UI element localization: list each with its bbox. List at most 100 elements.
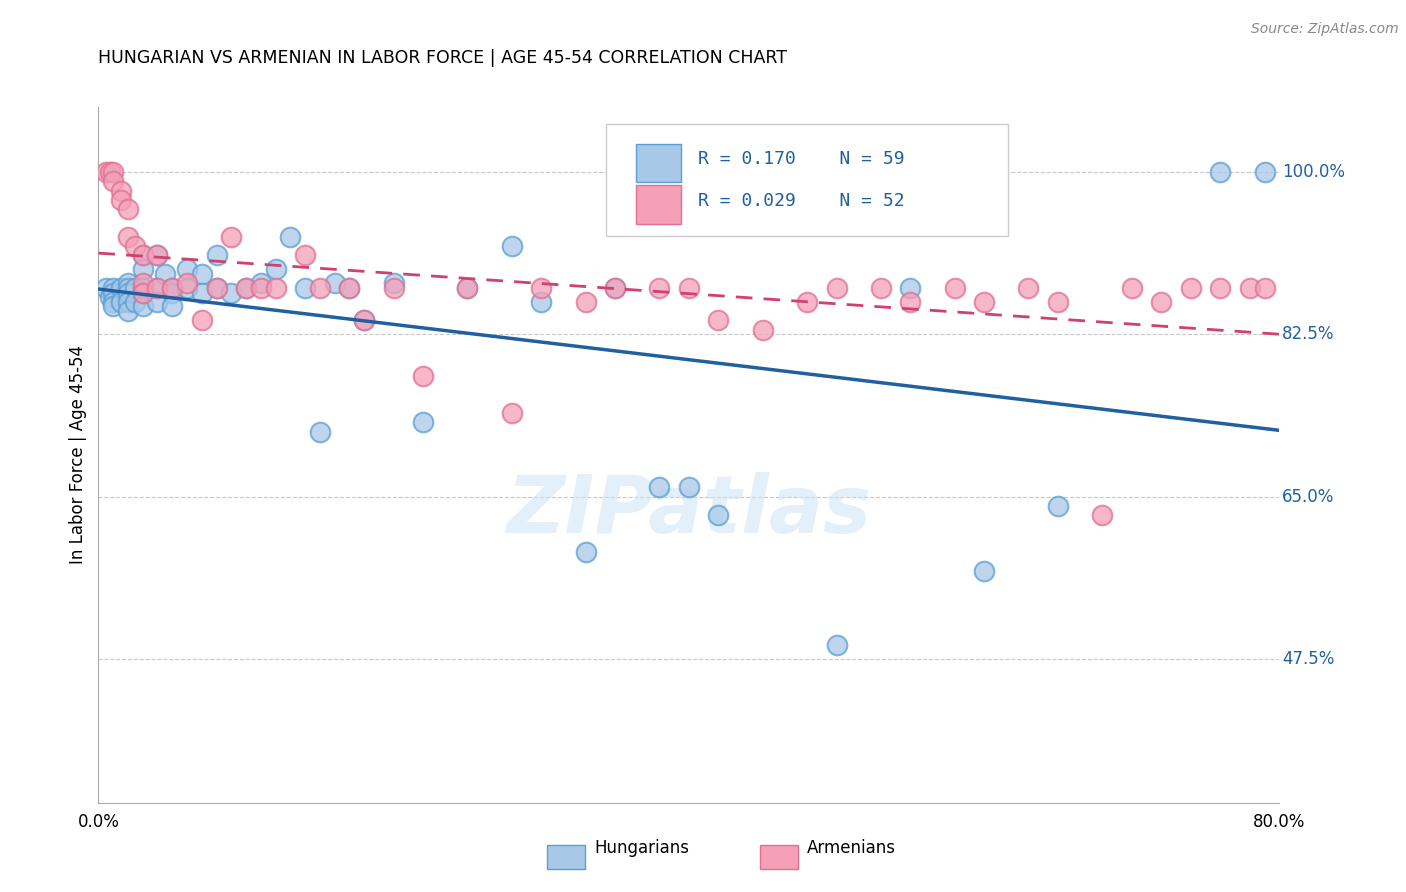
Point xyxy=(94,281,117,295)
Point xyxy=(176,262,198,277)
Point xyxy=(153,267,176,281)
Point xyxy=(530,281,553,295)
Point xyxy=(707,508,730,523)
Point xyxy=(973,564,995,578)
Point xyxy=(1254,165,1277,179)
Point xyxy=(132,285,155,300)
Point xyxy=(235,281,257,295)
Text: 47.5%: 47.5% xyxy=(1282,650,1334,668)
Point xyxy=(707,313,730,327)
Point xyxy=(1017,281,1039,295)
Point xyxy=(132,262,155,277)
Point xyxy=(117,277,139,291)
Point xyxy=(132,300,155,314)
Point xyxy=(412,416,434,430)
Point xyxy=(103,300,125,314)
Point xyxy=(294,281,316,295)
Point xyxy=(648,281,671,295)
Point xyxy=(1046,499,1069,513)
Point xyxy=(103,294,125,309)
Point xyxy=(1209,165,1232,179)
Point xyxy=(973,294,995,309)
Point xyxy=(124,294,146,309)
Point xyxy=(1180,281,1202,295)
Point xyxy=(117,285,139,300)
Text: R = 0.170    N = 59: R = 0.170 N = 59 xyxy=(699,150,905,169)
Point xyxy=(456,281,478,295)
Point xyxy=(1209,281,1232,295)
Y-axis label: In Labor Force | Age 45-54: In Labor Force | Age 45-54 xyxy=(69,345,87,565)
Point xyxy=(117,202,139,216)
Point xyxy=(146,294,169,309)
Point xyxy=(456,281,478,295)
Point xyxy=(605,281,627,295)
Point xyxy=(235,281,257,295)
Point xyxy=(323,277,346,291)
Text: ZIPatlas: ZIPatlas xyxy=(506,472,872,549)
Point xyxy=(751,323,773,337)
Point xyxy=(250,277,273,291)
Point xyxy=(146,248,169,262)
Point xyxy=(146,281,169,295)
Point xyxy=(98,165,121,179)
Point xyxy=(501,239,523,253)
Point xyxy=(205,248,228,262)
Point xyxy=(382,281,405,295)
Point xyxy=(869,281,891,295)
Point xyxy=(678,281,700,295)
Point xyxy=(176,281,198,295)
Point xyxy=(250,281,273,295)
Point xyxy=(110,281,132,295)
Point xyxy=(1121,281,1143,295)
Point xyxy=(176,277,198,291)
Point xyxy=(1254,281,1277,295)
Point xyxy=(110,294,132,309)
Point xyxy=(146,281,169,295)
Point xyxy=(146,248,169,262)
Text: 65.0%: 65.0% xyxy=(1282,488,1334,506)
Point xyxy=(132,248,155,262)
Point xyxy=(162,281,183,295)
Point xyxy=(574,545,596,559)
Bar xyxy=(636,186,681,224)
Point xyxy=(1046,294,1069,309)
Point xyxy=(574,294,596,309)
Point xyxy=(278,230,302,244)
Point xyxy=(132,277,155,291)
Point xyxy=(353,313,375,327)
Text: Armenians: Armenians xyxy=(807,839,896,857)
Point xyxy=(132,285,155,300)
Point xyxy=(98,290,121,304)
Point xyxy=(117,230,139,244)
Point xyxy=(124,281,146,295)
Point xyxy=(103,174,125,188)
Point xyxy=(103,281,125,295)
Point xyxy=(219,285,242,300)
Point xyxy=(796,294,818,309)
Point xyxy=(1091,508,1114,523)
Point xyxy=(191,313,214,327)
Point xyxy=(162,281,183,295)
FancyBboxPatch shape xyxy=(606,124,1008,235)
Text: HUNGARIAN VS ARMENIAN IN LABOR FORCE | AGE 45-54 CORRELATION CHART: HUNGARIAN VS ARMENIAN IN LABOR FORCE | A… xyxy=(98,49,787,67)
Point xyxy=(501,406,523,420)
Point xyxy=(264,281,287,295)
Point xyxy=(191,267,214,281)
Point xyxy=(353,313,375,327)
Point xyxy=(162,285,183,300)
Point xyxy=(337,281,360,295)
Point xyxy=(309,425,332,439)
Point xyxy=(1239,281,1261,295)
Point xyxy=(678,480,700,494)
Point xyxy=(825,281,848,295)
Bar xyxy=(636,144,681,182)
Point xyxy=(117,281,139,295)
Point xyxy=(117,294,139,309)
Text: Source: ZipAtlas.com: Source: ZipAtlas.com xyxy=(1251,22,1399,37)
Bar xyxy=(759,845,797,869)
Point xyxy=(337,281,360,295)
Point xyxy=(219,230,242,244)
Point xyxy=(124,239,146,253)
Point xyxy=(110,184,132,198)
Text: R = 0.029    N = 52: R = 0.029 N = 52 xyxy=(699,192,905,210)
